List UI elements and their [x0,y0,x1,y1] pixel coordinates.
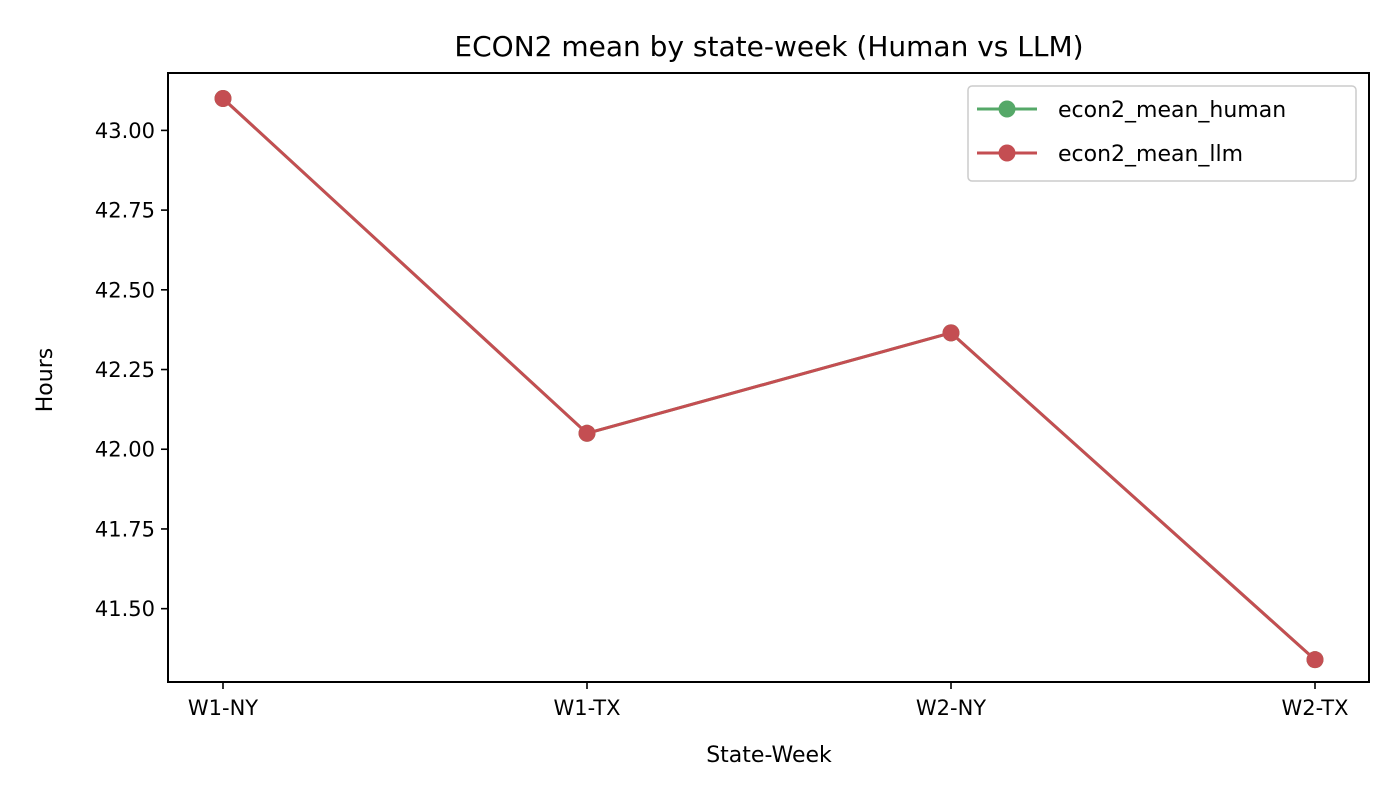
x-tick-label: W2-NY [916,696,986,720]
chart-title: ECON2 mean by state-week (Human vs LLM) [454,30,1083,63]
legend-swatch-marker [998,100,1016,118]
y-axis-label: Hours [33,348,58,412]
legend-items: econ2_mean_human econ2_mean_llm [977,98,1286,167]
y-tick-label: 43.00 [95,119,155,143]
y-tick-label: 41.75 [95,517,155,541]
y-tick-label: 42.25 [95,358,155,382]
legend-label: econ2_mean_llm [1058,142,1243,167]
plot-area [167,72,1370,683]
legend-label: econ2_mean_human [1058,98,1286,123]
y-tick-label: 42.75 [95,199,155,223]
x-tick-label: W2-TX [1282,696,1349,720]
y-tick-label: 42.50 [95,278,155,302]
series-line [220,96,1318,662]
x-tick-label: W1-NY [188,696,258,720]
x-axis-ticks: W1-NY W1-TX W2-NY W2-TX [188,682,1349,720]
data-point [1306,651,1324,669]
data-point [942,324,960,342]
y-tick-label: 41.50 [95,597,155,621]
series-line [220,96,1318,662]
data-point [578,424,596,442]
series-layer [214,90,1324,669]
legend-swatch-marker [998,144,1016,162]
x-tick-label: W1-TX [554,696,621,720]
series-econ2_mean_llm [214,90,1324,669]
y-axis-ticks: 41.50 41.75 42.00 42.25 42.50 42.75 43.00 [95,119,168,621]
x-axis-label: State-Week [706,743,832,768]
axes-frame [167,72,1370,683]
legend: econ2_mean_human econ2_mean_llm [967,85,1357,182]
y-tick-label: 42.00 [95,438,155,462]
data-point [214,90,232,108]
legend-frame [967,85,1357,182]
